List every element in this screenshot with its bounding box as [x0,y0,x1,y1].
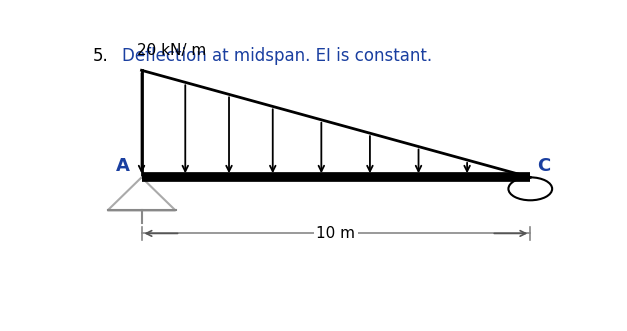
Text: 5.: 5. [93,47,108,65]
Text: A: A [115,157,129,175]
Text: Deflection at midspan. EI is constant.: Deflection at midspan. EI is constant. [122,47,432,65]
Text: 10 m: 10 m [317,226,356,241]
Text: 20 kN/ m: 20 kN/ m [137,43,206,58]
Text: C: C [537,157,551,175]
